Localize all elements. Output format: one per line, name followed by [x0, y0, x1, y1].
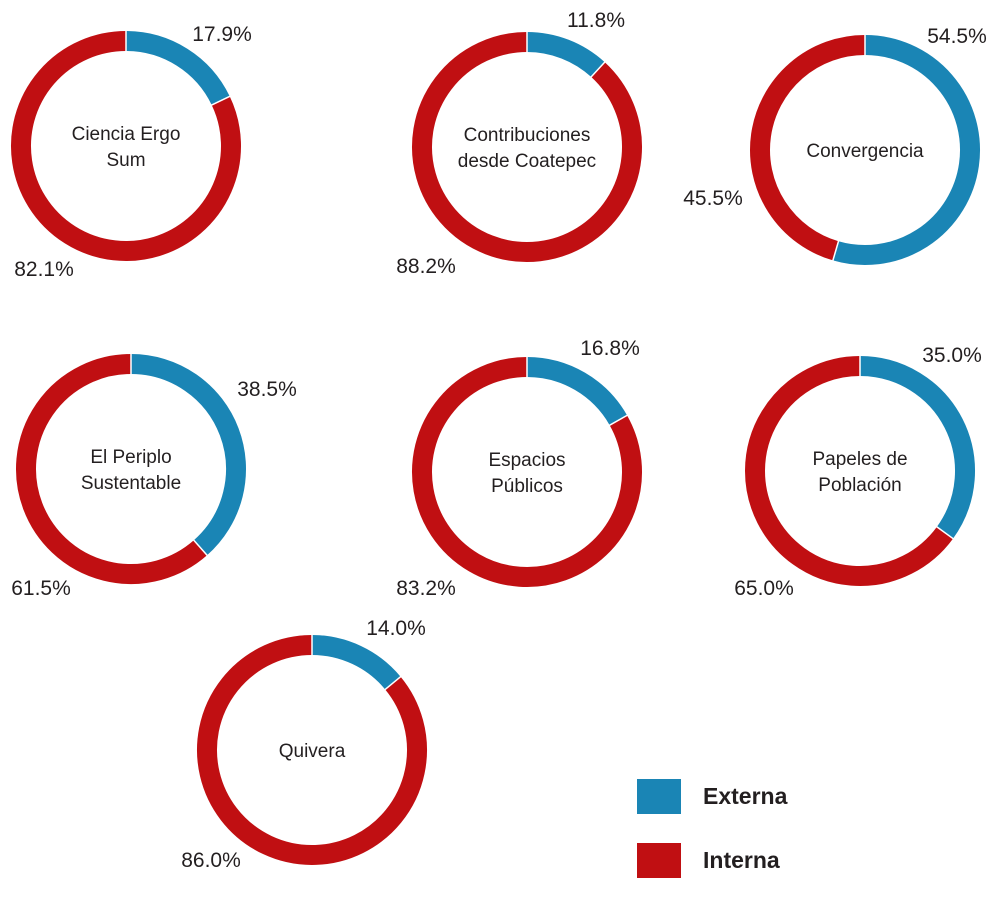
label-interna-convergencia: 45.5%: [683, 187, 743, 210]
legend-label-interna: Interna: [703, 846, 780, 873]
slice-separator: [589, 60, 606, 79]
donut-title-papeles-de-poblacion: Población: [818, 475, 901, 496]
label-externa-espacios-publicos: 16.8%: [580, 337, 640, 360]
donut-title-contribuciones-desde-coatepec: Contribuciones: [464, 125, 591, 146]
label-externa-contribuciones-desde-coatepec: 11.8%: [567, 9, 625, 32]
slice-separator: [383, 675, 402, 691]
donut-title-ciencia-ergo-sum: Sum: [106, 150, 145, 171]
slice-interna-quivera: [197, 635, 427, 865]
donut-title-contribuciones-desde-coatepec: desde Coatepec: [458, 151, 596, 172]
donut-espacios-publicos: Espacios Públicos 16.8% 83.2%: [396, 337, 642, 600]
slice-separator: [210, 95, 231, 107]
donut-quivera: Quivera 14.0% 86.0%: [181, 617, 427, 872]
slice-externa-espacios-publicos: [526, 357, 628, 426]
donut-title-el-periplo-sustentable: El Periplo: [90, 447, 171, 468]
label-interna-el-periplo-sustentable: 61.5%: [11, 577, 71, 600]
slice-interna-convergencia: [750, 35, 866, 261]
slice-interna-ciencia-ergo-sum: [11, 31, 241, 261]
slice-externa-convergencia: [832, 35, 980, 265]
donut-title-papeles-de-poblacion: Papeles de: [812, 449, 907, 470]
label-externa-convergencia: 54.5%: [927, 25, 987, 48]
donut-title-espacios-publicos: Espacios: [488, 450, 565, 471]
label-externa-quivera: 14.0%: [366, 617, 426, 640]
label-interna-espacios-publicos: 83.2%: [396, 577, 456, 600]
donut-charts: Ciencia Ergo Sum 17.9% 82.1% Contribuciones d…: [11, 9, 987, 872]
donut-convergencia: Convergencia 54.5% 45.5%: [683, 25, 987, 265]
legend-swatch-externa: [637, 778, 681, 814]
legend-label-externa: Externa: [703, 782, 788, 809]
donut-title-espacios-publicos: Públicos: [491, 476, 563, 497]
label-externa-papeles-de-poblacion: 35.0%: [922, 344, 982, 367]
donut-papeles-de-poblacion: Papeles de Población 35.0% 65.0%: [734, 344, 982, 600]
slice-separator: [192, 539, 209, 557]
donut-title-el-periplo-sustentable: Sustentable: [81, 473, 181, 494]
legend: Externa Interna: [637, 777, 867, 905]
donut-el-periplo-sustentable: El Periplo Sustentable 38.5% 61.5%: [11, 353, 297, 600]
label-externa-el-periplo-sustentable: 38.5%: [237, 378, 297, 401]
slice-externa-el-periplo-sustentable: [130, 354, 246, 556]
legend-item-externa: Externa: [637, 777, 867, 815]
donut-title-ciencia-ergo-sum: Ciencia Ergo: [72, 124, 181, 145]
donut-ciencia-ergo-sum: Ciencia Ergo Sum 17.9% 82.1%: [11, 23, 252, 281]
label-interna-quivera: 86.0%: [181, 849, 241, 872]
legend-swatch-interna: [637, 842, 681, 878]
label-interna-ciencia-ergo-sum: 82.1%: [14, 258, 74, 281]
slice-interna-contribuciones-desde-coatepec: [412, 32, 642, 262]
slice-externa-quivera: [311, 635, 401, 690]
slice-interna-espacios-publicos: [412, 357, 642, 587]
slice-externa-ciencia-ergo-sum: [125, 31, 230, 106]
slice-separator: [831, 240, 840, 262]
donut-contribuciones-desde-coatepec: Contribuciones desde Coatepec 11.8% 88.2%: [396, 9, 642, 278]
legend-item-interna: Interna: [637, 841, 867, 879]
label-interna-papeles-de-poblacion: 65.0%: [734, 577, 794, 600]
donut-title-quivera: Quivera: [279, 741, 346, 762]
label-externa-ciencia-ergo-sum: 17.9%: [192, 23, 252, 46]
slice-separator: [935, 525, 955, 540]
label-interna-contribuciones-desde-coatepec: 88.2%: [396, 255, 456, 278]
slice-externa-contribuciones-desde-coatepec: [526, 32, 605, 78]
slice-interna-el-periplo-sustentable: [16, 354, 208, 584]
slice-interna-papeles-de-poblacion: [745, 356, 954, 586]
slice-externa-papeles-de-poblacion: [859, 356, 975, 539]
slice-separator: [608, 414, 629, 427]
donut-title-convergencia: Convergencia: [806, 141, 924, 162]
